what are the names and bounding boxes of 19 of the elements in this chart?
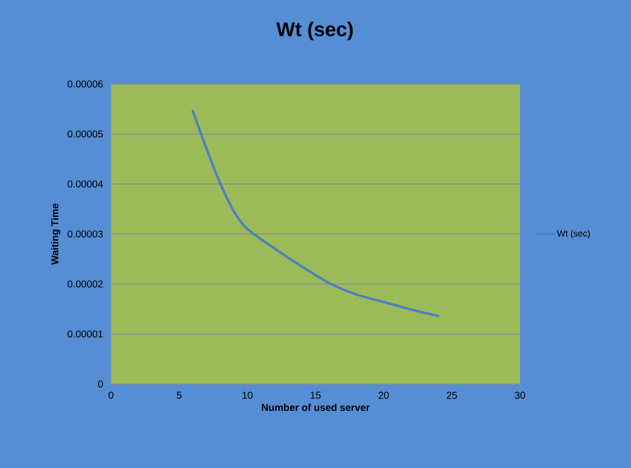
x-tick-label: 10 xyxy=(242,392,252,399)
x-tick-label: 0 xyxy=(108,392,114,399)
chart-title: Wt (sec) xyxy=(276,22,353,40)
y-tick-label: 0.00004 xyxy=(68,180,103,188)
y-tick-label: 0.00001 xyxy=(68,330,103,338)
x-tick-label: 15 xyxy=(310,392,321,399)
y-tick-label: 0.00006 xyxy=(68,80,103,88)
line-series xyxy=(192,110,440,318)
x-tick-label: 20 xyxy=(378,392,389,399)
y-tick-label: 0.00005 xyxy=(68,130,103,138)
x-tick-label: 30 xyxy=(514,392,526,399)
x-axis-title: Number of used server xyxy=(262,404,370,411)
y-tick-label: 0 xyxy=(98,380,103,388)
y-tick-label: 0.00003 xyxy=(68,230,103,238)
x-tick-label: 5 xyxy=(176,392,182,399)
y-axis-title: Waiting Time xyxy=(51,204,60,265)
legend-label: Wt (sec) xyxy=(557,230,590,238)
x-tick-label: 25 xyxy=(446,392,457,399)
y-tick-label: 0.00002 xyxy=(68,280,103,288)
